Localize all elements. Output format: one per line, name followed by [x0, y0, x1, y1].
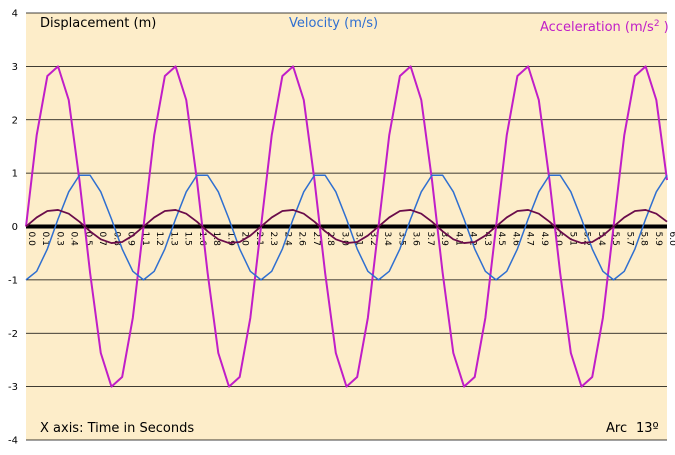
y-tick-label: 2	[12, 115, 18, 126]
x-tick-label: 4.9	[539, 232, 549, 247]
y-tick-label: 4	[12, 9, 18, 20]
arc-value: 13º	[636, 421, 659, 436]
x-axis-note: X axis: Time in Seconds	[40, 421, 194, 436]
x-tick-label: 3.1	[354, 232, 364, 246]
x-tick-label: 4.1	[453, 232, 463, 246]
x-tick-label: 3.5	[396, 232, 406, 246]
y-tick-label: 3	[12, 62, 18, 73]
legend-displacement: Displacement (m)	[40, 16, 156, 31]
y-axis-ticks: 4 3 2 1 0 -1 -2 -3 -4	[8, 9, 18, 447]
y-tick-label: -1	[8, 275, 18, 286]
x-tick-label: 4.3	[482, 232, 492, 246]
x-tick-label: 6.0	[667, 232, 675, 247]
x-tick-label: 5.4	[596, 232, 606, 247]
x-tick-label: 5.2	[582, 232, 592, 246]
x-tick-label: 5.1	[567, 232, 577, 246]
arc-label: Arc	[606, 421, 627, 436]
x-tick-label: 1.1	[140, 232, 150, 246]
x-tick-label: 2.4	[282, 232, 292, 247]
x-tick-label: 1.2	[154, 232, 164, 246]
x-tick-label: 2.6	[297, 232, 307, 247]
x-tick-label: 0.4	[69, 232, 79, 247]
x-tick-label: 0.0	[26, 232, 36, 247]
legend-acceleration: Acceleration (m/s2 )	[540, 19, 669, 35]
gridlines	[26, 12, 667, 441]
x-tick-label: 5.9	[653, 232, 663, 247]
x-tick-label: 5.5	[610, 232, 620, 246]
x-tick-label: 4.6	[510, 232, 520, 247]
x-tick-label: 0.8	[111, 232, 121, 247]
legend-acceleration-suffix: )	[660, 20, 669, 35]
x-tick-label: 1.9	[225, 232, 235, 247]
x-tick-label: 0.1	[40, 232, 50, 246]
legend-acceleration-sup: 2	[654, 19, 660, 29]
x-tick-label: 2.8	[325, 232, 335, 247]
x-tick-label: 0.3	[54, 232, 64, 246]
x-tick-label: 5.8	[639, 232, 649, 247]
x-tick-label: 3.0	[339, 232, 349, 247]
y-tick-label: -4	[8, 436, 18, 447]
y-tick-label: -3	[8, 382, 18, 393]
y-tick-label: -2	[8, 329, 18, 340]
x-tick-label: 3.2	[368, 232, 378, 246]
series-lines	[25, 65, 668, 388]
series-line-acceleration	[25, 65, 668, 388]
x-tick-label: 5.0	[553, 232, 563, 247]
legend-acceleration-prefix: Acceleration (m/s	[540, 20, 654, 35]
x-tick-label: 4.2	[468, 232, 478, 246]
x-tick-label: 2.3	[268, 232, 278, 246]
y-tick-label: 0	[12, 222, 18, 233]
x-tick-label: 5.7	[624, 232, 634, 246]
y-tick-label: 1	[12, 169, 18, 180]
x-tick-label: 3.6	[411, 232, 421, 247]
x-tick-label: 3.7	[425, 232, 435, 246]
series-line-velocity	[25, 174, 668, 281]
x-tick-label: 3.4	[382, 232, 392, 247]
x-tick-label: 1.3	[168, 232, 178, 246]
x-tick-label: 4.7	[525, 232, 535, 246]
x-tick-label: 0.5	[83, 232, 93, 246]
x-tick-label: 1.6	[197, 232, 207, 247]
x-tick-label: 0.7	[97, 232, 107, 246]
x-tick-label: 0.9	[126, 232, 136, 247]
x-tick-label: 2.7	[311, 232, 321, 246]
x-tick-label: 3.9	[439, 232, 449, 247]
legend-velocity: Velocity (m/s)	[289, 16, 378, 31]
x-tick-label: 4.5	[496, 232, 506, 246]
x-tick-label: 1.5	[183, 232, 193, 246]
series-line-displacement	[25, 209, 668, 244]
